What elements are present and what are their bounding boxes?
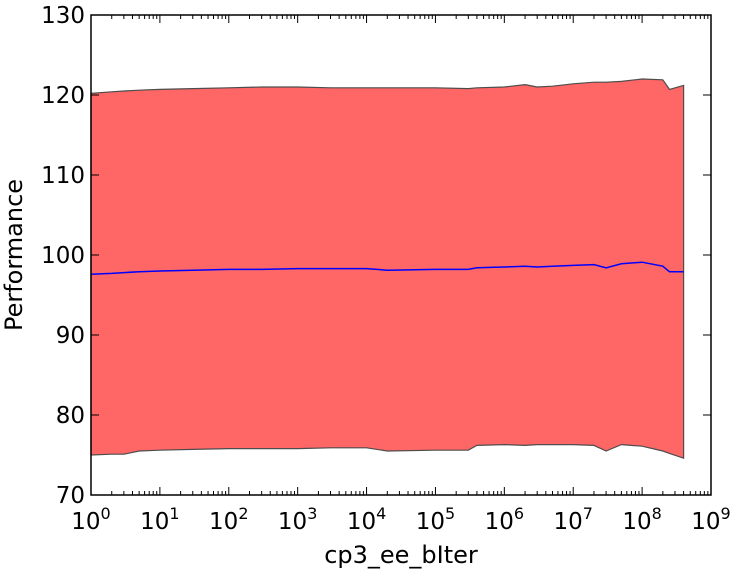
x-tick-label: 107	[553, 504, 592, 535]
y-tick-label: 90	[56, 323, 85, 349]
y-tick-label: 70	[56, 483, 85, 509]
x-tick-label: 102	[209, 504, 248, 535]
x-tick-label: 106	[485, 504, 524, 535]
y-tick-label: 100	[41, 243, 85, 269]
x-axis-label: cp3_ee_bIter	[324, 541, 478, 569]
y-tick-label: 130	[41, 3, 85, 29]
plot-area	[90, 78, 685, 460]
x-tick-label: 100	[71, 504, 110, 535]
x-tick-label: 105	[416, 504, 455, 535]
x-tick-label: 108	[622, 504, 661, 535]
mean-line	[90, 261, 684, 275]
x-tick-label: 103	[278, 504, 317, 535]
y-tick-label: 80	[56, 403, 85, 429]
x-tick-labels: 100 101 102 103 104 105 106 107 108 109	[71, 504, 730, 535]
y-tick-label: 110	[41, 163, 85, 189]
y-tick-label: 120	[41, 83, 85, 109]
y-tick-labels: 70 80 90 100 110 120 130	[41, 3, 85, 509]
x-tick-label: 109	[691, 504, 730, 535]
x-tick-label: 104	[347, 504, 386, 535]
tick-marks	[90, 14, 712, 496]
std-band	[90, 78, 685, 460]
x-tick-label: 101	[140, 504, 179, 535]
y-axis-label: Performance	[0, 179, 28, 331]
